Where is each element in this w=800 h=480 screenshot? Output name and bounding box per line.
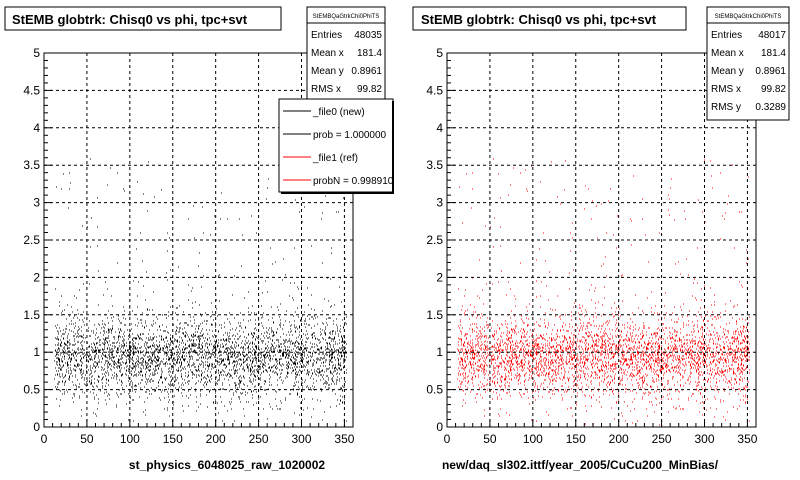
y-tick-label: 1.5: [23, 308, 40, 322]
y-tick-label: 1: [33, 345, 40, 359]
y-tick-label: 0: [436, 420, 443, 434]
y-tick-label: 2: [33, 270, 40, 284]
left-stats-meany-label: Mean y: [311, 66, 344, 77]
y-tick-label: 0.5: [23, 383, 40, 397]
left-panel: 0 50 100 150 200 250 300 350 0 0.5 1 1.5 2 2.5 3 3.5 4 4.…: [5, 7, 394, 472]
y-tick-label: 5: [33, 46, 40, 60]
y-tick-label: 3.5: [23, 158, 40, 172]
left-title-box: StEMB globtrk: Chisq0 vs phi, tpc+svt: [5, 7, 281, 30]
right-stats-name: StEMBQaGtrkChi0PhiTS: [715, 14, 782, 20]
y-tick-label: 1: [436, 345, 443, 359]
right-stats-meanx-label: Mean x: [711, 48, 744, 59]
left-stats-rmsx-label: RMS x: [311, 84, 341, 95]
y-tick-label: 3: [33, 196, 40, 210]
x-tick-label: 0: [444, 432, 451, 446]
x-tick-label: 300: [291, 432, 311, 446]
left-stats-name: StEMBQaGtrkChi0PhiTS: [313, 14, 380, 20]
y-tick-label: 3: [436, 196, 443, 210]
legend-entry-file1: _file1 (ref): [312, 153, 358, 164]
y-tick-label: 4.5: [426, 83, 443, 97]
x-tick-label: 0: [41, 432, 48, 446]
x-tick-label: 250: [652, 432, 672, 446]
y-tick-label: 2.5: [23, 233, 40, 247]
right-caption: new/daq_sl302.ittf/year_2005/CuCu200_Min…: [442, 458, 719, 472]
y-tick-label: 5: [436, 46, 443, 60]
x-tick-label: 150: [566, 432, 586, 446]
legend-box: _file0 (new) prob = 1.000000 _file1 (ref…: [279, 99, 394, 194]
left-stats-box: StEMBQaGtrkChi0PhiTS Entries 48035 Mean …: [307, 7, 385, 107]
y-tick-label: 0.5: [426, 383, 443, 397]
y-tick-label: 2: [436, 270, 443, 284]
right-panel: 0 50 100 150 200 250 300 350 0 0.5 1 1.5 2 2.5 3 3.5 4 4.…: [413, 7, 789, 472]
y-tick-label: 1.5: [426, 308, 443, 322]
right-title-box: StEMB globtrk: Chisq0 vs phi, tpc+svt: [413, 7, 686, 30]
x-tick-label: 50: [80, 432, 94, 446]
legend-entry-probn: probN = 0.998910: [313, 176, 394, 187]
left-plot-title: StEMB globtrk: Chisq0 vs phi, tpc+svt: [12, 12, 248, 27]
y-tick-label: 4: [33, 121, 40, 135]
left-stats-meany: 0.8961: [351, 66, 382, 77]
right-stats-entries-label: Entries: [711, 30, 742, 41]
right-stats-meanx: 181.4: [761, 48, 786, 59]
x-tick-label: 100: [523, 432, 543, 446]
x-tick-label: 300: [694, 432, 714, 446]
right-stats-rmsx-label: RMS x: [711, 84, 741, 95]
right-stats-rmsy-label: RMS y: [711, 102, 741, 113]
x-tick-label: 100: [120, 432, 140, 446]
left-stats-meanx: 181.4: [357, 48, 382, 59]
right-stats-meany: 0.8961: [755, 66, 786, 77]
right-stats-rmsy: 0.3289: [755, 102, 786, 113]
x-tick-label: 150: [163, 432, 183, 446]
left-stats-entries-label: Entries: [311, 30, 342, 41]
x-tick-label: 50: [483, 432, 497, 446]
left-stats-entries: 48035: [354, 30, 382, 41]
left-caption: st_physics_6048025_raw_1020002: [129, 458, 325, 472]
y-tick-label: 2.5: [426, 233, 443, 247]
y-tick-label: 4: [436, 121, 443, 135]
x-tick-label: 200: [206, 432, 226, 446]
x-tick-label: 250: [249, 432, 269, 446]
legend-entry-prob: prob = 1.000000: [313, 130, 387, 141]
right-stats-box: StEMBQaGtrkChi0PhiTS Entries 48017 Mean …: [707, 7, 789, 120]
right-plot-title: StEMB globtrk: Chisq0 vs phi, tpc+svt: [421, 12, 657, 27]
right-stats-meany-label: Mean y: [711, 66, 744, 77]
left-stats-rmsx: 99.82: [357, 84, 382, 95]
x-tick-label: 350: [737, 432, 757, 446]
y-tick-label: 0: [33, 420, 40, 434]
x-tick-label: 200: [609, 432, 629, 446]
right-stats-entries: 48017: [758, 30, 786, 41]
left-stats-meanx-label: Mean x: [311, 48, 344, 59]
legend-entry-file0: _file0 (new): [312, 107, 365, 118]
x-tick-label: 350: [334, 432, 354, 446]
y-tick-label: 4.5: [23, 83, 40, 97]
y-tick-label: 3.5: [426, 158, 443, 172]
right-stats-rmsx: 99.82: [761, 84, 786, 95]
